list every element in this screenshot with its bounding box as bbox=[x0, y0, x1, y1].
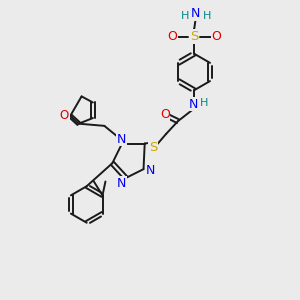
Text: N: N bbox=[117, 133, 126, 146]
Text: N: N bbox=[189, 98, 198, 111]
Text: H: H bbox=[182, 11, 190, 21]
Text: O: O bbox=[211, 30, 221, 43]
Text: N: N bbox=[145, 164, 155, 177]
Text: N: N bbox=[117, 177, 126, 190]
Text: O: O bbox=[160, 108, 170, 121]
Text: S: S bbox=[190, 30, 198, 43]
Text: O: O bbox=[60, 110, 69, 122]
Text: O: O bbox=[167, 30, 177, 43]
Text: H: H bbox=[200, 98, 208, 108]
Text: H: H bbox=[203, 11, 212, 21]
Text: S: S bbox=[149, 141, 157, 154]
Text: N: N bbox=[191, 8, 200, 20]
